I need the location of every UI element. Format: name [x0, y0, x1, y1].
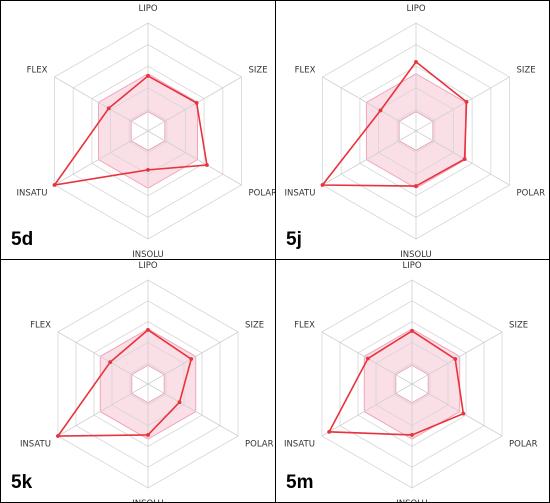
axis-label: SIZE	[249, 66, 268, 76]
axis-label: FLEX	[294, 321, 315, 331]
radar-panel-5d: LIPO SIZE POLAR INSOLU INSATU FLEX 5d	[0, 0, 276, 260]
axis-label: INSOLU	[400, 250, 432, 260]
axis-label: POLAR	[245, 440, 274, 450]
data-point	[410, 329, 414, 333]
panel-label-5d: 5d	[11, 229, 34, 250]
radar-panel-5k: LIPO SIZE POLAR INSOLU INSATU FLEX 5k	[0, 259, 276, 503]
data-point	[146, 433, 150, 437]
data-point	[464, 99, 469, 104]
axis-label: POLAR	[517, 189, 546, 199]
panel-label-5j: 5j	[286, 229, 302, 250]
radar-spoke	[147, 383, 239, 437]
data-point	[205, 163, 209, 167]
radar-spoke	[411, 331, 503, 385]
radar-chart-5j: LIPO SIZE POLAR INSOLU INSATU FLEX	[284, 4, 546, 260]
axis-label: INSATU	[284, 440, 315, 450]
data-point	[189, 357, 194, 361]
axis-label: POLAR	[509, 440, 538, 450]
axis-label: LIPO	[406, 4, 425, 14]
radar-spoke	[321, 383, 413, 437]
axis-label: SIZE	[517, 66, 536, 76]
data-point	[414, 184, 418, 188]
data-point	[194, 101, 199, 105]
data-point	[56, 434, 60, 438]
radar-spoke	[57, 331, 149, 385]
axis-label: FLEX	[295, 66, 316, 76]
radar-spoke	[322, 76, 417, 132]
radar-spoke	[147, 331, 239, 385]
axis-label: FLEX	[27, 66, 48, 76]
panel-label-5k: 5k	[11, 472, 33, 493]
radar-spoke	[147, 76, 242, 132]
data-point	[414, 59, 418, 64]
radar-spoke	[57, 383, 149, 437]
radar-panel-5j: LIPO SIZE POLAR INSOLU INSATU FLEX 5j	[275, 0, 550, 260]
axis-label: LIPO	[138, 4, 157, 14]
radar-chart-5m: LIPO SIZE POLAR INSOLU INSATU FLEX	[284, 261, 538, 503]
data-point	[320, 183, 325, 187]
panel-label-5m: 5m	[286, 472, 314, 493]
axis-label: INSATU	[16, 189, 47, 199]
data-point	[461, 411, 466, 416]
radar-chart-5d: LIPO SIZE POLAR INSOLU INSATU FLEX	[16, 4, 276, 260]
axis-label: LIPO	[402, 261, 421, 271]
radar-chart-5k: LIPO SIZE POLAR INSOLU INSATU FLEX	[20, 261, 274, 503]
axis-label: INSOLU	[132, 250, 164, 260]
data-point	[52, 183, 57, 187]
radar-spoke	[54, 76, 149, 132]
axis-label: POLAR	[249, 189, 276, 199]
data-point	[146, 328, 150, 332]
axis-label: FLEX	[30, 321, 51, 331]
axis-label: SIZE	[509, 321, 528, 331]
data-point	[365, 356, 370, 361]
data-point	[108, 360, 113, 365]
data-point	[378, 108, 383, 113]
radar-spoke	[54, 130, 149, 186]
data-point	[410, 433, 414, 437]
axis-label: LIPO	[138, 261, 157, 271]
radar-spoke	[147, 130, 242, 186]
axis-label: INSOLU	[132, 499, 164, 503]
axis-label: INSOLU	[396, 499, 428, 503]
data-point	[453, 357, 458, 361]
data-point	[462, 157, 467, 161]
radar-spoke	[415, 130, 510, 186]
radar-spoke	[415, 76, 510, 132]
axis-label: SIZE	[245, 321, 264, 331]
data-point	[327, 429, 332, 434]
axis-label: INSATU	[284, 189, 315, 199]
axis-label: INSATU	[20, 440, 51, 450]
data-point	[146, 167, 150, 172]
data-point	[106, 106, 111, 111]
radar-panel-5m: LIPO SIZE POLAR INSOLU INSATU FLEX 5m	[275, 259, 550, 503]
radar-spoke	[322, 130, 417, 186]
data-point	[146, 74, 150, 78]
data-point	[177, 400, 182, 405]
radar-spoke	[411, 383, 503, 437]
